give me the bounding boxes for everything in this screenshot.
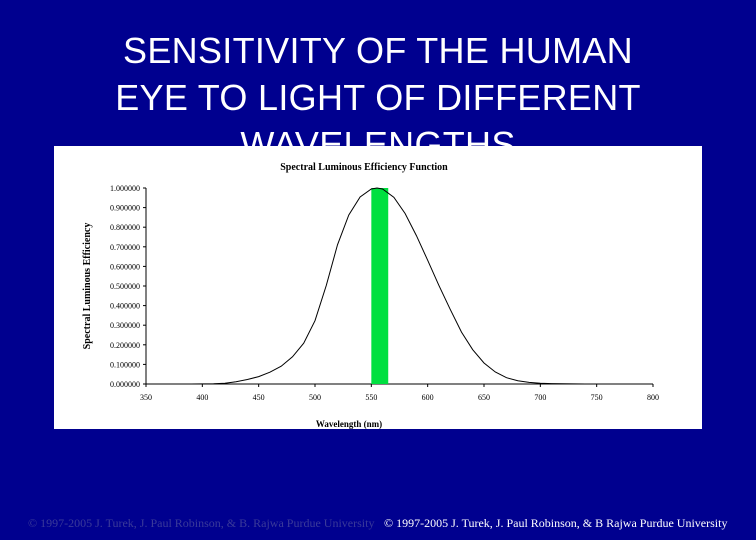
series-line-0 xyxy=(179,187,631,385)
x-axis-label: Wavelength (nm) xyxy=(316,419,382,429)
x-tick-label: 400 xyxy=(196,393,208,402)
y-tick-label: 0.300000 xyxy=(110,321,140,330)
y-tick-label: 0.600000 xyxy=(110,262,140,271)
x-tick-label: 700 xyxy=(534,393,546,402)
plot-area: 0.000000 0.100000 0.200000 0.300000 0.400000… xyxy=(110,184,659,402)
slide-title-line-1: SENSITIVITY OF THE HUMAN xyxy=(123,30,633,71)
y-tick-label: 0.800000 xyxy=(110,223,140,232)
y-tick-label: 1.000000 xyxy=(110,184,140,193)
x-tick-label: 750 xyxy=(591,393,603,402)
x-tick-label: 650 xyxy=(478,393,490,402)
y-tick-label: 0.500000 xyxy=(110,282,140,291)
x-tick-label: 550 xyxy=(365,393,377,402)
y-tick-label: 0.100000 xyxy=(110,360,140,369)
spectral-efficiency-chart: Spectral Luminous Efficiency Function Wa… xyxy=(82,162,659,429)
footer-ghost-copyright: © 1997-2005 J. Turek, J. Paul Robinson, … xyxy=(28,516,375,530)
highlight-band xyxy=(371,188,389,384)
y-axis-label: Spectral Luminous Efficiency xyxy=(82,223,93,350)
y-tick-label: 0.400000 xyxy=(110,302,140,311)
x-tick-label: 500 xyxy=(309,393,321,402)
x-tick-label: 800 xyxy=(647,393,659,402)
x-tick-label: 450 xyxy=(253,393,265,402)
slide-title-line-2: EYE TO LIGHT OF DIFFERENT xyxy=(115,77,641,118)
y-tick-label: 0.200000 xyxy=(110,341,140,350)
x-tick-label: 350 xyxy=(140,393,152,402)
y-tick-label: 0.700000 xyxy=(110,243,140,252)
x-tick-label: 600 xyxy=(422,393,434,402)
chart-title: Spectral Luminous Efficiency Function xyxy=(280,162,448,173)
y-tick-label: 0.900000 xyxy=(110,204,140,213)
y-tick-label: 0.000000 xyxy=(110,380,140,389)
chart-figure: Spectral Luminous Efficiency Function Wa… xyxy=(54,146,702,429)
footer-copyright: © 1997-2005 J. Turek, J. Paul Robinson, … xyxy=(384,516,728,530)
